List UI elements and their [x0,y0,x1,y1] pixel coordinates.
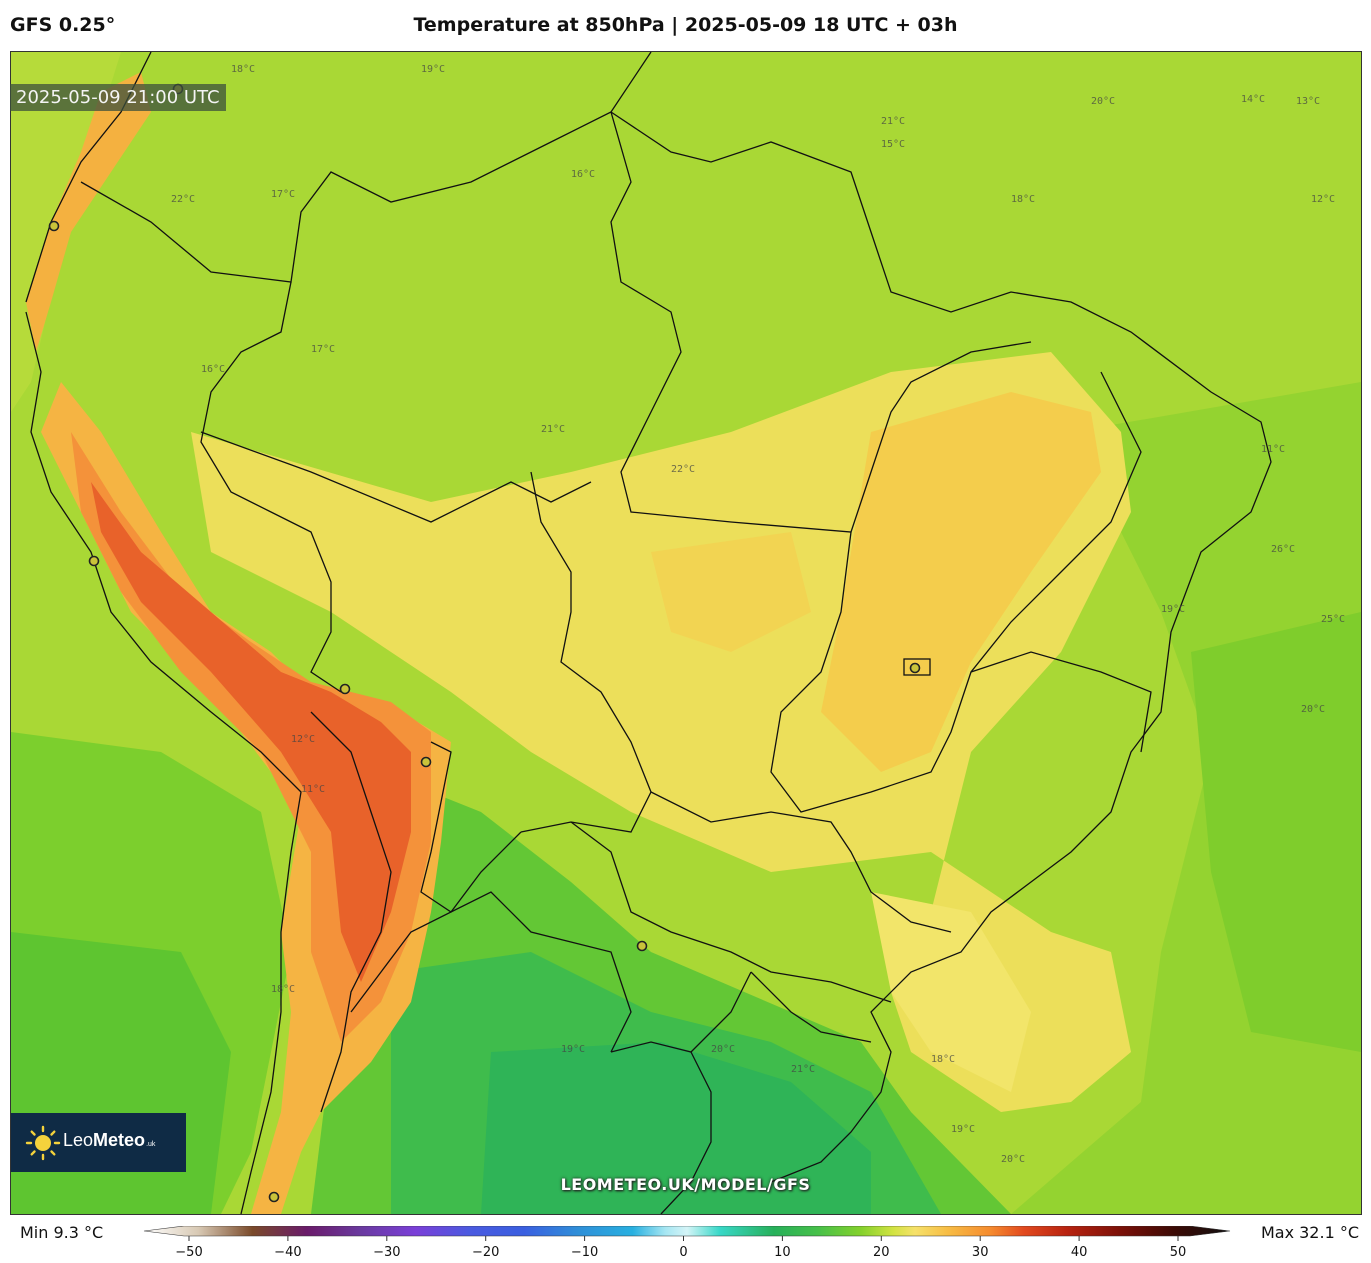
contour-label: 20°C [1301,704,1325,715]
colorbar-tick-label: 40 [1071,1245,1088,1260]
contour-label: 22°C [671,464,695,475]
colorbar-gradient [143,1226,1231,1237]
logo-text-light: Leo [63,1130,94,1150]
temperature-colorbar: −50 −40 −30 −20 −10 0 10 20 30 40 50 [143,1226,1231,1260]
contour-label: 12°C [291,734,315,745]
contour-label: 26°C [1271,544,1295,555]
model-name: GFS 0.25° [10,14,116,36]
valid-time-badge: 2025-05-09 21:00 UTC [10,84,226,111]
atlantic-cool-field [1191,612,1361,1052]
logo-wordmark: LeoMeteo.uk [63,1130,155,1151]
colorbar-tick-label: −50 [175,1245,202,1260]
andes-hottest-field [91,482,411,982]
logo-text-bold: Meteo [93,1130,146,1150]
contour-label: 11°C [1261,444,1285,455]
logo-suffix: .uk [146,1141,156,1148]
southeast-mild-field [871,892,1031,1092]
contour-label: 20°C [1091,96,1115,107]
city-marker [88,555,100,567]
contour-label: 18°C [1011,194,1035,205]
contour-label: 21°C [881,116,905,127]
colorbar-tick-label: −10 [571,1245,598,1260]
country-borders [25,52,1272,1214]
city-marker [339,683,351,695]
contour-label: 22°C [171,194,195,205]
colorbar-tick-label: 10 [774,1245,791,1260]
min-temperature-label: Min 9.3 °C [20,1223,104,1242]
map-canvas: 18°C 19°C 20°C 21°C 22°C 17°C 16°C 15°C 14°C 13°C… [11,52,1361,1214]
contour-label: 15°C [881,139,905,150]
sun-icon [25,1125,61,1161]
contour-label: 17°C [271,189,295,200]
city-marker [268,1191,280,1203]
temperature-map[interactable]: 18°C 19°C 20°C 21°C 22°C 17°C 16°C 15°C 14°C 13°C… [10,51,1362,1215]
source-watermark: LEOMETEO.UK/MODEL/GFS [560,1175,811,1194]
contour-label: 19°C [561,1044,585,1055]
contour-label: 21°C [541,424,565,435]
city-marker [48,220,60,232]
contour-label: 11°C [301,784,325,795]
city-marker [420,756,432,768]
colorbar-tick-label: 0 [679,1245,687,1260]
federal-district-outline [903,658,931,676]
center-warm-field [651,532,811,652]
northeast-warm-field [821,392,1101,772]
contour-label: 18°C [271,984,295,995]
colorbar-tick-label: −20 [472,1245,499,1260]
contour-label: 12°C [1311,194,1335,205]
contour-label: 20°C [1001,1154,1025,1165]
south-coldest-field [481,1042,871,1214]
contour-label: 19°C [951,1124,975,1135]
colorbar-tick-label: 50 [1170,1245,1187,1260]
colorbar-tick-label: −30 [373,1245,400,1260]
colorbar-tick-label: −40 [274,1245,301,1260]
contour-label: 14°C [1241,94,1265,105]
contour-label: 13°C [1296,96,1320,107]
max-temperature-label: Max 32.1 °C [1260,1223,1359,1242]
contour-label: 20°C [711,1044,735,1055]
city-marker [636,940,648,952]
contour-labels: 18°C 19°C 20°C 21°C 22°C 17°C 16°C 15°C 14°C 13°C… [171,64,1345,1165]
city-marker [909,662,921,674]
contour-label: 19°C [421,64,445,75]
contour-label: 18°C [231,64,255,75]
chart-title: Temperature at 850hPa | 2025-05-09 18 UT… [413,14,958,36]
contour-label: 16°C [571,169,595,180]
contour-label: 25°C [1321,614,1345,625]
leometeo-logo[interactable]: LeoMeteo.uk [11,1113,186,1172]
colorbar-ticks: −50 −40 −30 −20 −10 0 10 20 30 40 50 [175,1236,1186,1260]
contour-label: 16°C [201,364,225,375]
contour-label: 18°C [931,1054,955,1065]
contour-label: 19°C [1161,604,1185,615]
contour-label: 17°C [311,344,335,355]
colorbar-tick-label: 20 [873,1245,890,1260]
contour-label: 21°C [791,1064,815,1075]
colorbar-tick-label: 30 [972,1245,989,1260]
north-andes-warm-field [26,72,151,352]
